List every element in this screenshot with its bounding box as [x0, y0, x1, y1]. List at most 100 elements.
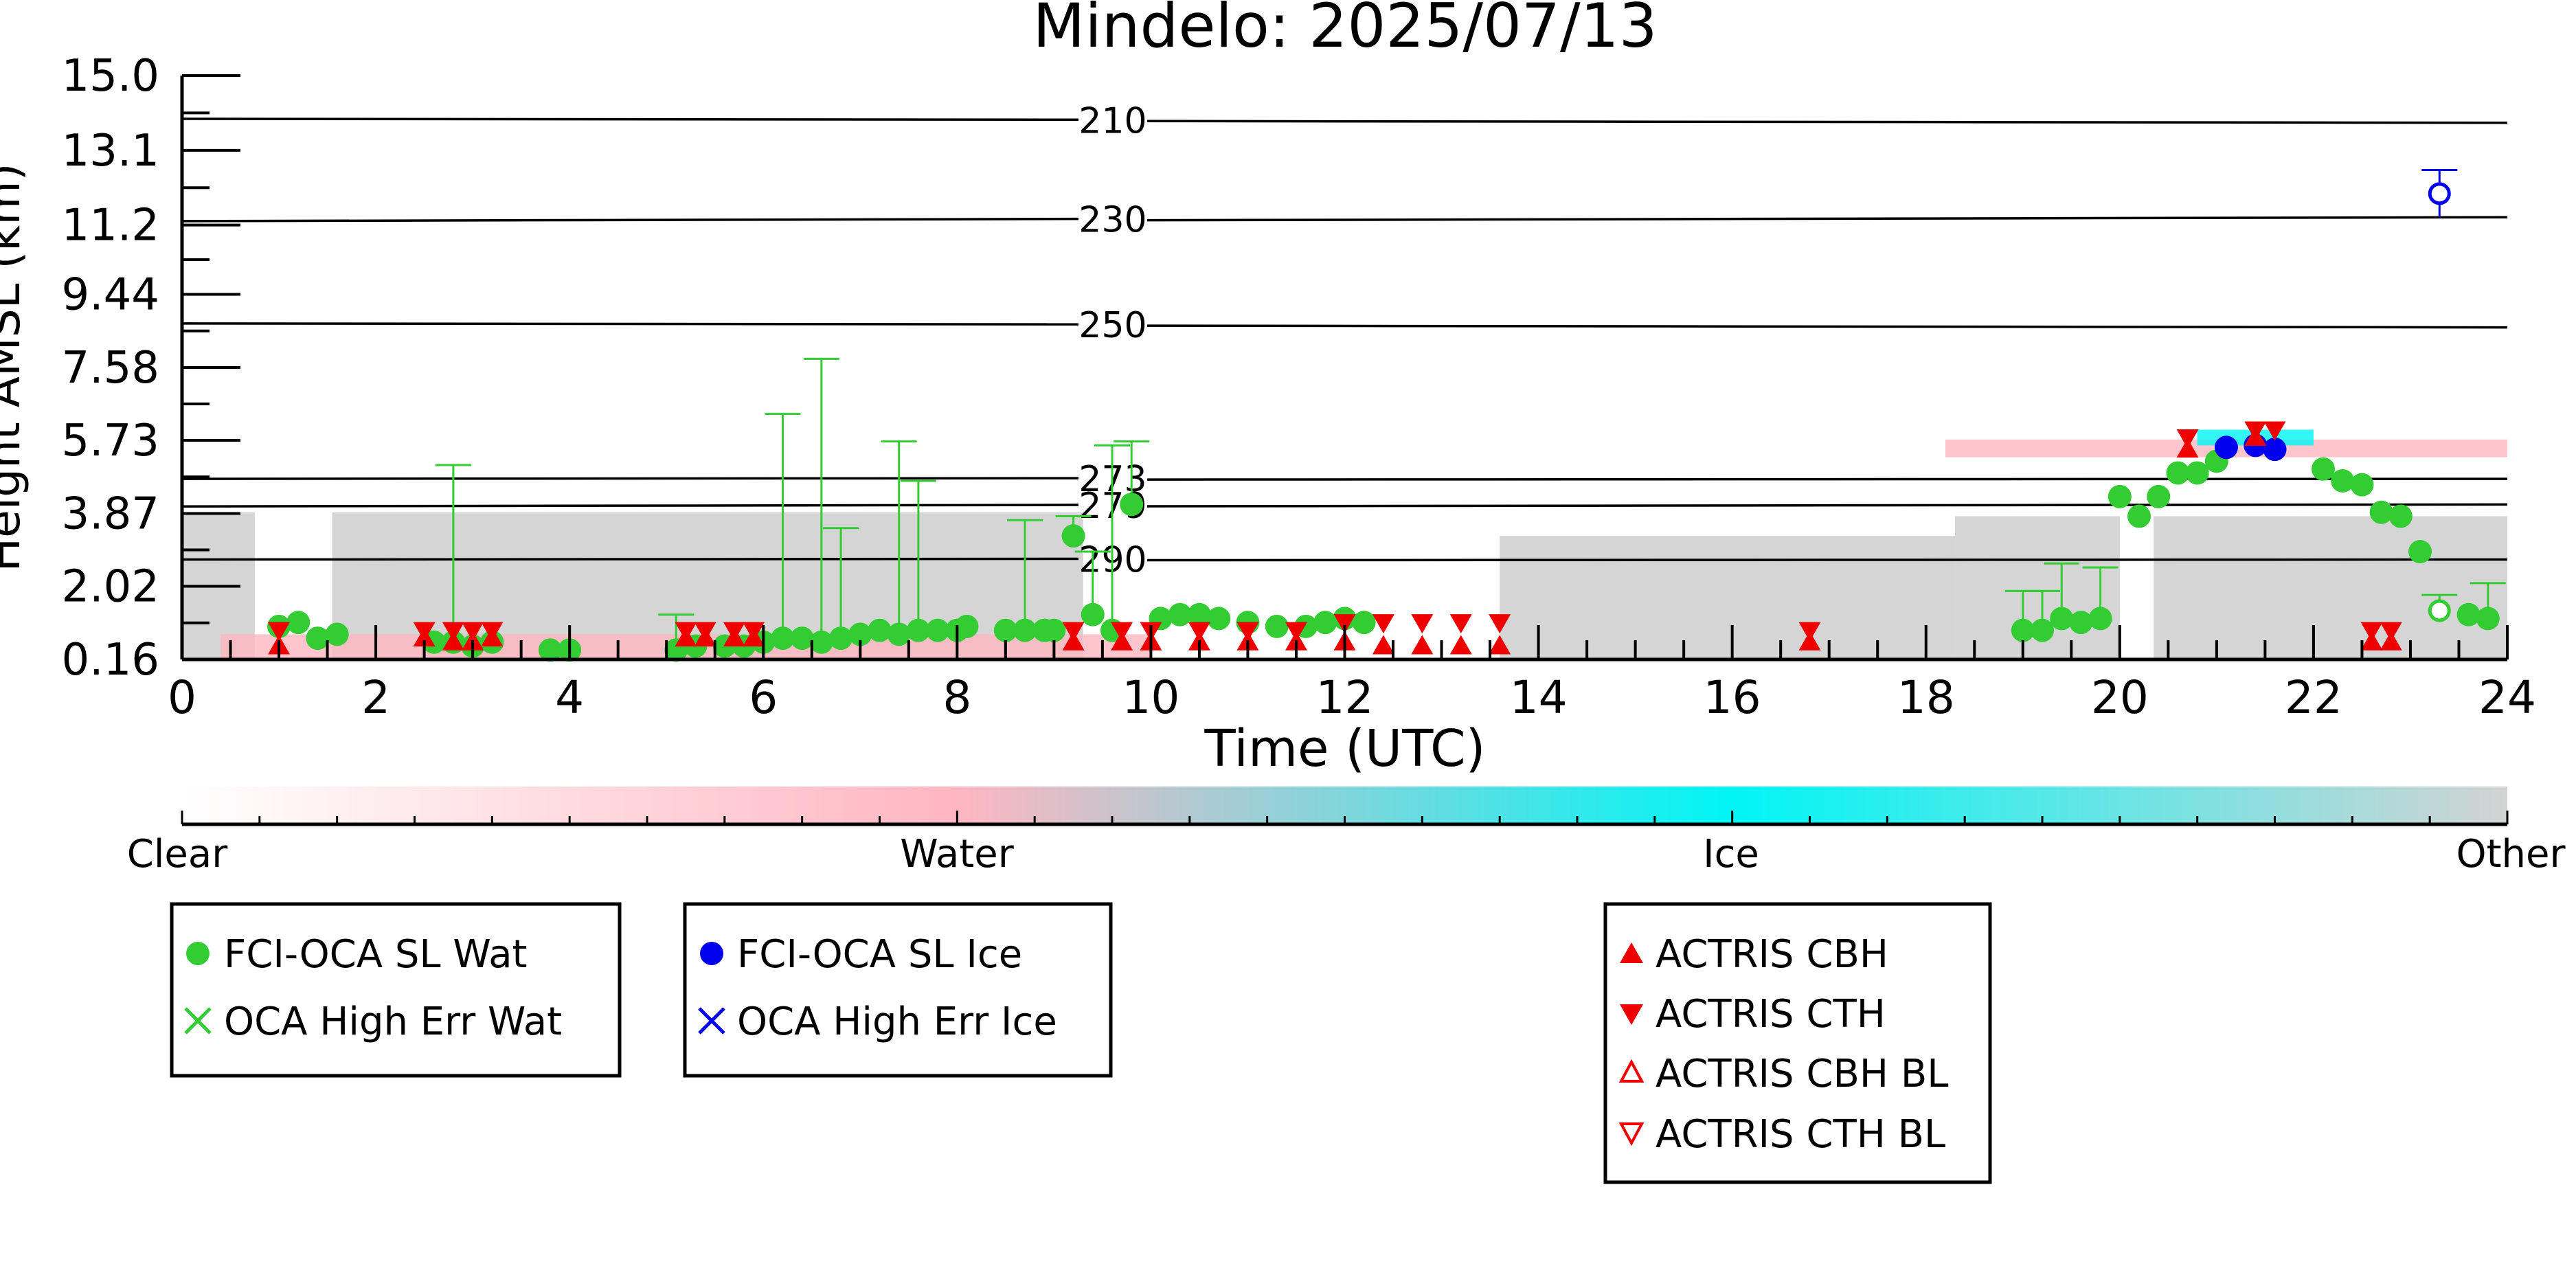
data-point — [1449, 635, 1472, 655]
data-point — [2011, 618, 2035, 642]
data-point — [1236, 622, 1259, 642]
legend-marker-x-ice — [698, 1007, 725, 1035]
data-point — [1372, 614, 1394, 634]
legend-marker-wat — [186, 942, 210, 965]
x-tick-label: 12 — [1316, 671, 1374, 724]
data-point — [2108, 484, 2132, 508]
legend-label: ACTRIS CBH — [1656, 932, 1888, 977]
data-point — [743, 622, 765, 642]
data-point — [2147, 484, 2171, 508]
x-tick-label: 20 — [2091, 671, 2149, 724]
legend-label: ACTRIS CTH — [1656, 992, 1886, 1037]
x-tick-label: 22 — [2285, 671, 2342, 724]
errorbar-layer — [435, 168, 2506, 651]
cloud-mask-other — [2154, 516, 2507, 659]
data-point — [2331, 468, 2355, 493]
isotherm-line-279 — [181, 504, 1079, 508]
data-point — [1411, 614, 1434, 634]
data-point — [2244, 421, 2267, 441]
data-point — [2369, 500, 2393, 524]
colorbar-ticks — [181, 811, 2509, 824]
data-point — [771, 626, 795, 651]
data-point — [2088, 607, 2112, 631]
data-point — [2185, 461, 2209, 485]
data-point — [1489, 614, 1511, 634]
legend-label: OCA High Err Ice — [737, 999, 1057, 1044]
data-point — [829, 626, 853, 651]
colorbar-label-clear: Clear — [127, 832, 228, 877]
data-point — [1013, 618, 1037, 642]
data-point — [868, 618, 892, 642]
legend-box — [170, 902, 622, 1078]
x-tick-label: 4 — [555, 671, 584, 724]
legend-box — [1603, 902, 1992, 1184]
colorbar: Clear Water Ice Other — [127, 787, 2566, 877]
legend-label: FCI-OCA SL Ice — [737, 932, 1022, 977]
data-point — [413, 622, 436, 642]
data-point — [2456, 602, 2481, 626]
data-point — [1313, 611, 1337, 635]
cloud-mask-other — [1500, 536, 1956, 659]
data-point — [2263, 421, 2286, 441]
data-point — [694, 622, 716, 642]
y-tick-label: 7.58 — [62, 343, 160, 394]
data-point — [723, 622, 745, 642]
data-point — [2263, 438, 2287, 462]
data-point — [1265, 614, 1289, 638]
data-point — [809, 630, 833, 654]
data-point — [1333, 614, 1356, 634]
data-point — [1207, 607, 1231, 631]
legend-label: ACTRIS CTH BL — [1656, 1112, 1945, 1157]
y-tick-label: 3.87 — [62, 489, 160, 540]
data-point — [2312, 457, 2336, 481]
data-point — [481, 622, 504, 642]
chart-title: Mindelo: 2025/07/13 — [1032, 0, 1657, 61]
legend-label: OCA High Err Wat — [224, 999, 562, 1044]
data-point — [1042, 618, 1066, 642]
data-point — [2214, 436, 2238, 460]
y-tick-label: 15.0 — [62, 51, 160, 102]
legend-marker-x-wat — [184, 1007, 212, 1035]
cloud-mask-layer — [182, 429, 2507, 659]
isotherm-line-279 — [1146, 503, 2508, 508]
data-point — [538, 638, 562, 662]
legend-marker-cbh — [1620, 942, 1643, 963]
x-tick-label: 2 — [361, 671, 390, 724]
data-point — [1285, 622, 1307, 642]
legend-marker-cth — [1620, 1004, 1643, 1025]
legend-marker-ice — [700, 942, 723, 965]
data-point — [2069, 611, 2093, 635]
data-point — [1168, 602, 1192, 626]
data-point — [2360, 622, 2383, 642]
legend-label: ACTRIS CBH BL — [1656, 1052, 1948, 1096]
data-point — [2166, 461, 2190, 485]
data-point — [286, 611, 310, 635]
data-point — [906, 618, 930, 642]
data-point — [306, 626, 330, 651]
y-tick-label: 2.02 — [62, 561, 160, 612]
data-point — [2428, 182, 2451, 205]
data-point — [2050, 607, 2074, 631]
data-point — [2350, 473, 2374, 497]
data-point — [1062, 622, 1085, 642]
x-tick-label: 8 — [942, 671, 971, 724]
data-point — [2428, 599, 2451, 622]
x-tick-label: 0 — [168, 671, 196, 724]
isotherm-label-250: 250 — [1078, 305, 1146, 346]
legend-marker-cth-bl — [1618, 1122, 1645, 1146]
data-point — [1372, 635, 1394, 655]
isotherm-line-210 — [181, 117, 1079, 122]
y-tick-label: 0.16 — [62, 635, 160, 686]
x-tick-label: 18 — [1897, 671, 1955, 724]
data-point — [2127, 504, 2151, 528]
data-point — [1489, 635, 1511, 655]
data-point — [462, 622, 484, 642]
colorbar-label-water: Water — [900, 832, 1015, 877]
x-tick-label: 24 — [2478, 671, 2536, 724]
isotherm-line-273 — [181, 477, 1079, 480]
y-tick-label: 5.73 — [62, 416, 160, 466]
colorbar-label-other: Other — [2456, 832, 2566, 877]
data-point — [2476, 607, 2500, 631]
